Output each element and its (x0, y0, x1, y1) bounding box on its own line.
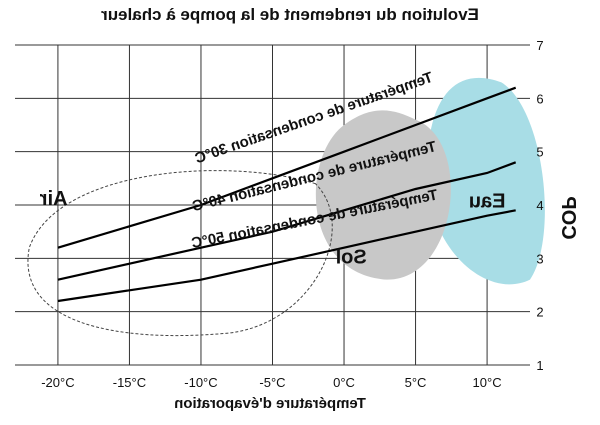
x-tick-label: -15°C (113, 375, 146, 390)
zone-eau (426, 77, 545, 285)
zone-air-outline (27, 170, 333, 337)
zone-sol (315, 110, 451, 280)
y-tick-label: 4 (536, 198, 543, 213)
chart-title: Evolution du rendement de la pompe à cha… (101, 5, 479, 24)
zones (27, 77, 545, 337)
x-tick-label: 5°C (405, 375, 427, 390)
y-tick-label: 7 (536, 38, 543, 53)
zone-label: Air (40, 188, 68, 210)
x-tick-label: 0°C (333, 375, 355, 390)
series-group (57, 86, 517, 303)
x-tick-label: -20°C (41, 375, 74, 390)
y-axis-title: COP (557, 196, 579, 239)
y-tick-label: 3 (536, 251, 543, 266)
y-tick-label: 5 (536, 145, 543, 160)
series-line (57, 161, 517, 281)
zone-label: Eau (469, 191, 506, 213)
series-line (57, 86, 517, 249)
axes: 1 2 3 4 5 6 7 10°C 5°C 0°C -5°C -10°C -15°C -20°C (41, 38, 543, 390)
x-axis-title: Température d'évaporation (174, 395, 366, 412)
y-tick-label: 6 (536, 91, 543, 106)
y-tick-label: 1 (536, 358, 543, 373)
zone-label: Sol (336, 247, 367, 269)
x-tick-label: 10°C (473, 375, 502, 390)
x-tick-label: -10°C (184, 375, 217, 390)
series-line (57, 209, 516, 303)
y-tick-label: 2 (536, 305, 543, 320)
x-tick-label: -5°C (259, 375, 285, 390)
